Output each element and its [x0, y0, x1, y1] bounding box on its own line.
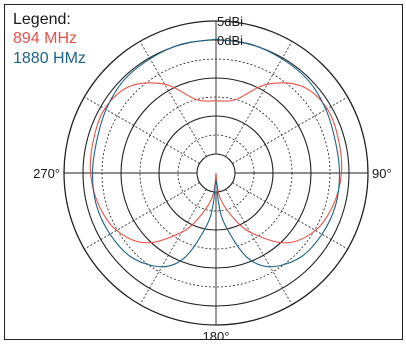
- polar-plot: 5dBi 0dBi 90° 180° 270°: [33, 14, 392, 339]
- grid-spoke: [225, 189, 293, 305]
- grid-spoke: [139, 189, 207, 305]
- grid-spoke: [84, 182, 200, 250]
- radial-tick-label: 5dBi: [217, 14, 243, 29]
- series-line-1: [91, 38, 341, 268]
- polar-grid: [63, 20, 369, 326]
- plot-frame: 5dBi 0dBi 90° 180° 270° Legend: 894 MHz 1880…: [4, 4, 403, 340]
- angle-tick-label: 180°: [203, 329, 230, 339]
- grid-spoke: [84, 96, 200, 164]
- series-line-0: [89, 82, 343, 244]
- radial-tick-label: 0dBi: [217, 33, 243, 48]
- grid-spoke: [232, 96, 348, 164]
- legend-entry-1880-mhz: 1880 HMz: [13, 50, 86, 67]
- angle-tick-label: 90°: [372, 166, 392, 181]
- series-layer: [89, 38, 343, 268]
- grid-spoke: [232, 182, 348, 250]
- angle-tick-label: 270°: [33, 166, 60, 181]
- axis-labels: 5dBi 0dBi 90° 180° 270°: [33, 14, 392, 339]
- legend-title: Legend:: [13, 11, 71, 28]
- legend-entry-894-mhz: 894 MHz: [13, 30, 78, 47]
